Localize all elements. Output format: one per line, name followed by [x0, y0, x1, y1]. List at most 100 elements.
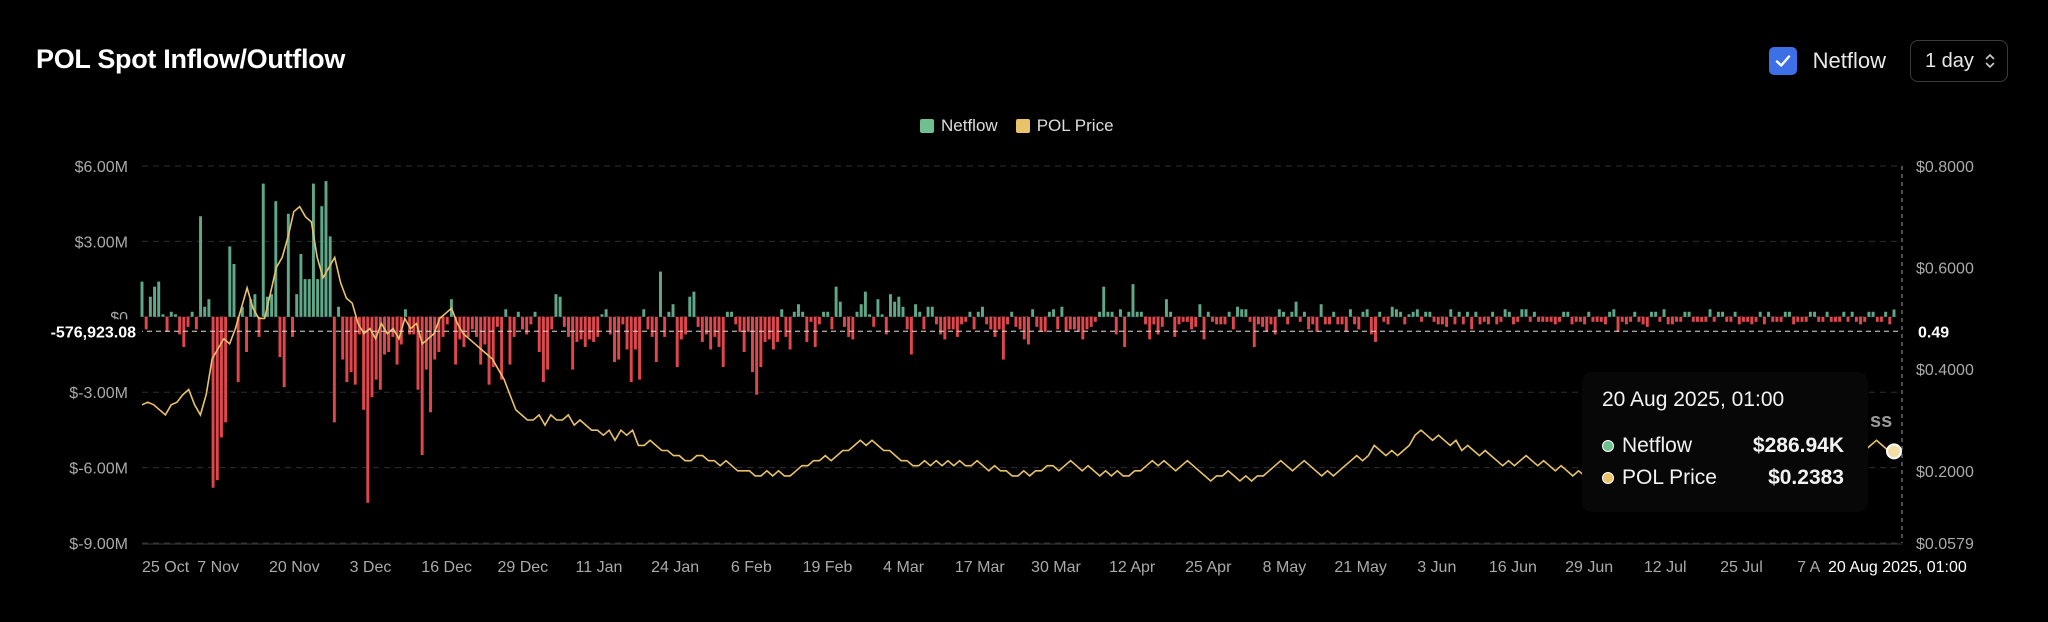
netflow-bar [504, 309, 508, 317]
netflow-bar [433, 316, 437, 360]
netflow-bar [1499, 316, 1503, 322]
netflow-checkbox[interactable] [1768, 47, 1797, 75]
netflow-bar [1206, 311, 1210, 317]
netflow-bar [1386, 316, 1390, 325]
netflow-bar [1716, 311, 1720, 317]
netflow-bar [1190, 316, 1193, 330]
netflow-bar [596, 316, 600, 337]
netflow-bar [1031, 309, 1035, 317]
netflow-bar [186, 316, 190, 327]
netflow-bar [1478, 316, 1482, 325]
x-tick: 16 Dec [421, 559, 472, 576]
netflow-bar [692, 291, 696, 317]
netflow-bar [441, 316, 445, 337]
netflow-bar [1754, 316, 1758, 322]
netflow-bar [922, 316, 926, 330]
netflow-bar [562, 316, 566, 327]
netflow-bar [1591, 316, 1595, 322]
tooltip-row-netflow: Netflow $286.94K [1602, 434, 1852, 458]
netflow-bar [587, 316, 591, 340]
netflow-bar [1879, 316, 1883, 322]
netflow-bar [1139, 311, 1143, 317]
netflow-bar [826, 311, 830, 317]
netflow-bar [805, 316, 809, 342]
x-tick: 19 Feb [803, 559, 853, 576]
netflow-bar [663, 316, 667, 337]
x-tick: 3 Jun [1417, 559, 1456, 576]
netflow-bar [291, 316, 294, 337]
netflow-bar [1729, 316, 1733, 322]
netflow-bar [1721, 311, 1725, 317]
netflow-bar [918, 311, 922, 317]
netflow-bar [429, 316, 432, 413]
netflow-bar [1574, 316, 1578, 322]
x-tick: 30 Mar [1031, 559, 1081, 576]
netflow-bar [1311, 316, 1315, 325]
netflow-bar [1825, 311, 1829, 317]
netflow-bar [955, 316, 959, 337]
netflow-bar [884, 316, 888, 335]
netflow-bar [1650, 311, 1653, 317]
netflow-bar [483, 316, 487, 345]
netflow-bar [1110, 311, 1114, 317]
netflow-bar [278, 316, 282, 358]
netflow-bar [1093, 316, 1097, 322]
netflow-bar [976, 311, 980, 317]
netflow-bar [742, 316, 746, 352]
x-tick: 7 Nov [197, 559, 239, 576]
x-tick: 29 Jun [1565, 559, 1613, 576]
netflow-bar [1779, 316, 1783, 322]
netflow-bar [847, 316, 851, 337]
netflow-bar [1144, 316, 1147, 325]
netflow-bar [1583, 316, 1587, 325]
netflow-bar [1298, 316, 1302, 322]
netflow-bar [153, 286, 157, 317]
netflow-bar [1888, 316, 1892, 325]
netflow-bar [207, 299, 211, 317]
netflow-bar [1616, 316, 1620, 332]
netflow-bar [1248, 316, 1252, 322]
y-left-tick: $-3.00M [69, 385, 128, 402]
netflow-bar [767, 316, 771, 340]
tooltip-date: 20 Aug 2025, 01:00 [1602, 388, 1785, 411]
legend-item-netflow[interactable]: Netflow [920, 116, 998, 136]
netflow-bar [182, 316, 186, 347]
netflow-bar [1683, 311, 1687, 317]
netflow-bar [1001, 316, 1005, 360]
netflow-bar [725, 311, 729, 317]
netflow-bar [1641, 316, 1645, 325]
netflow-bar [914, 304, 918, 317]
netflow-bar [700, 316, 704, 342]
netflow-bar [424, 316, 428, 370]
netflow-bar [659, 271, 662, 317]
netflow-bar [1737, 316, 1741, 325]
interval-select[interactable]: 1 day [1910, 40, 2008, 82]
legend-item-price[interactable]: POL Price [1015, 116, 1114, 136]
tooltip-row-price: POL Price $0.2383 [1602, 466, 1852, 490]
netflow-bar [1746, 316, 1750, 322]
x-tick: 21 May [1334, 559, 1386, 576]
netflow-bar [1620, 316, 1624, 322]
netflow-bar [1658, 316, 1662, 322]
netflow-bar [445, 316, 449, 325]
netflow-bar [550, 316, 554, 330]
netflow-bar [541, 316, 545, 383]
netflow-bar [554, 294, 558, 317]
x-tick: 24 Jan [651, 559, 699, 576]
netflow-bar [980, 306, 984, 317]
netflow-bar [316, 279, 320, 317]
netflow-bar [889, 294, 892, 317]
netflow-bar [625, 316, 629, 350]
netflow-bar [508, 316, 512, 365]
netflow-bar [470, 316, 474, 330]
netflow-bar [245, 316, 248, 352]
netflow-bar [1261, 316, 1265, 327]
crosshair-left-label-bg [36, 319, 142, 344]
netflow-bar [157, 281, 161, 317]
y-right-tick: $0.6000 [1916, 261, 1974, 278]
netflow-bar [1503, 309, 1507, 317]
netflow-bar [1035, 316, 1039, 327]
netflow-bar [968, 311, 972, 317]
netflow-bar [236, 316, 240, 383]
